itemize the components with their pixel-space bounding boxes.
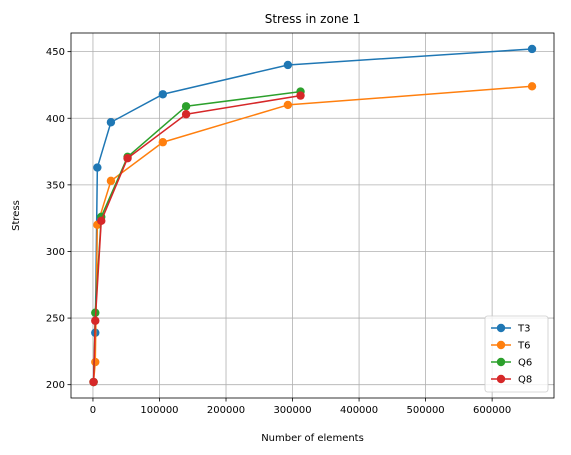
x-tick-label: 200000 (207, 405, 245, 416)
y-tick-label: 250 (46, 314, 65, 325)
grid (71, 33, 554, 398)
data-point (91, 316, 100, 325)
data-point (91, 357, 100, 367)
x-axis-label: Number of elements (261, 433, 364, 444)
y-tick-label: 400 (46, 114, 65, 125)
legend-item-t3: T3 (491, 324, 530, 335)
series-t3 (89, 44, 537, 387)
legend-box (484, 315, 549, 393)
series-t6 (89, 82, 537, 387)
data-point (93, 163, 102, 172)
legend-label: Q8 (518, 375, 532, 386)
data-point (123, 154, 132, 163)
data-point (158, 90, 168, 99)
y-tick-label: 200 (46, 380, 65, 391)
x-tick-label: 600000 (473, 405, 511, 416)
data-point (106, 176, 116, 186)
x-tick-label: 0 (90, 405, 96, 416)
legend-swatch-marker (496, 374, 506, 384)
legend-item-t6: T6 (491, 341, 530, 352)
data-point (181, 102, 191, 111)
x-tick-label: 100000 (140, 405, 178, 416)
data-point (89, 377, 98, 387)
legend-swatch-marker (496, 340, 506, 350)
y-tick-label: 450 (46, 47, 65, 58)
x-axis-ticks: 0 100000 200000 300000 400000 500000 600000 (90, 398, 511, 416)
data-point (283, 100, 293, 110)
y-tick-label: 350 (46, 180, 65, 191)
x-tick-label: 500000 (407, 405, 445, 416)
series-line (92, 94, 301, 383)
series-q8 (89, 91, 305, 387)
y-tick-label: 300 (46, 247, 65, 258)
legend-label: T6 (517, 341, 530, 352)
legend-swatch-marker (496, 357, 506, 367)
plot-frame (70, 32, 555, 399)
data-point (97, 216, 106, 226)
data-point (158, 138, 168, 147)
legend-label: T3 (517, 324, 530, 335)
chart-title: Stress in zone 1 (265, 12, 361, 26)
legend-item-q8: Q8 (491, 375, 532, 386)
data-point (527, 44, 537, 54)
data-point (181, 110, 191, 119)
data-point (527, 82, 537, 91)
data-point (283, 60, 293, 70)
y-axis-ticks: 200 250 300 350 400 450 (46, 47, 71, 391)
legend: T3 T6 Q6 Q8 (484, 315, 549, 393)
x-tick-label: 400000 (340, 405, 378, 416)
legend-swatch-marker (496, 323, 506, 333)
data-point (296, 91, 305, 100)
series-line (92, 90, 301, 383)
series-lines (89, 44, 537, 387)
legend-item-q6: Q6 (491, 358, 532, 369)
x-tick-label: 300000 (273, 405, 311, 416)
y-axis-label: Stress (11, 200, 22, 231)
legend-label: Q6 (518, 358, 532, 369)
data-point (106, 118, 116, 127)
